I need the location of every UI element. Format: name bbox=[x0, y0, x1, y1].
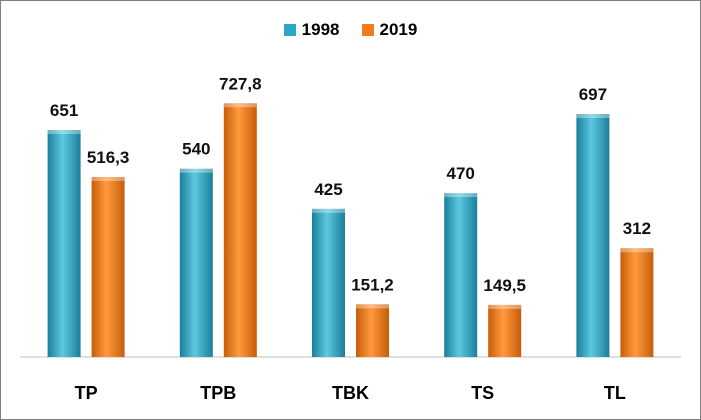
data-label-ts-1998: 470 bbox=[447, 164, 475, 183]
legend-swatch-2019 bbox=[361, 24, 374, 36]
legend: 1998 2019 bbox=[0, 20, 701, 40]
bar-tl-1998 bbox=[576, 114, 610, 357]
data-label-tl-2019: 312 bbox=[623, 219, 651, 238]
bar-bevel-ts-1998 bbox=[444, 193, 478, 198]
bar-bevel-tp-2019 bbox=[91, 176, 125, 181]
bar-bevel-tp-1998 bbox=[47, 130, 81, 135]
data-label-tp-2019: 516,3 bbox=[87, 148, 130, 167]
legend-swatch-1998 bbox=[283, 24, 296, 36]
category-label-tl: TL bbox=[604, 383, 626, 403]
data-label-tbk-1998: 425 bbox=[314, 180, 342, 199]
bar-bevel-tl-2019 bbox=[620, 248, 654, 253]
bar-bevel-ts-2019 bbox=[488, 304, 522, 309]
legend-item-2019: 2019 bbox=[361, 20, 418, 40]
bar-bevel-tpb-1998 bbox=[179, 168, 213, 173]
data-label-tbk-2019: 151,2 bbox=[351, 275, 394, 294]
data-label-tpb-2019: 727,8 bbox=[219, 74, 262, 93]
category-label-tp: TP bbox=[75, 383, 98, 403]
bar-tp-2019 bbox=[91, 176, 125, 357]
bar-tbk-1998 bbox=[312, 208, 345, 357]
bar-tbk-2019 bbox=[356, 304, 389, 357]
bar-tpb-2019 bbox=[223, 103, 257, 357]
legend-label-1998: 1998 bbox=[301, 20, 340, 39]
bar-ts-2019 bbox=[488, 304, 522, 357]
bar-tl-2019 bbox=[620, 248, 654, 357]
category-label-tbk: TBK bbox=[332, 383, 369, 403]
data-label-tl-1998: 697 bbox=[579, 85, 607, 104]
bar-tp-1998 bbox=[47, 130, 81, 357]
category-label-ts: TS bbox=[471, 383, 494, 403]
bar-tpb-1998 bbox=[179, 168, 213, 357]
bar-ts-1998 bbox=[444, 193, 478, 357]
legend-label-2019: 2019 bbox=[379, 20, 418, 39]
legend-item-1998: 1998 bbox=[283, 20, 340, 40]
data-label-ts-2019: 149,5 bbox=[483, 276, 526, 295]
data-label-tp-1998: 651 bbox=[50, 101, 78, 120]
bar-bevel-tbk-2019 bbox=[356, 304, 389, 309]
bar-bevel-tpb-2019 bbox=[223, 103, 257, 108]
bar-bevel-tl-1998 bbox=[576, 114, 610, 118]
bar-bevel-tbk-1998 bbox=[312, 208, 345, 213]
data-label-tpb-1998: 540 bbox=[182, 140, 210, 159]
category-label-tpb: TPB bbox=[200, 383, 236, 403]
